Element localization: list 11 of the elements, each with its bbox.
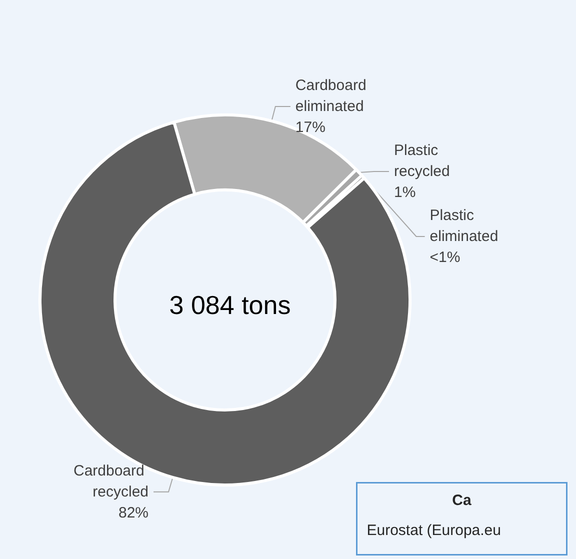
text: Ca bbox=[452, 492, 472, 509]
text: Eurostat (Europa.eu bbox=[366, 522, 501, 539]
slice-label: Plastic eliminated bbox=[430, 206, 498, 245]
slice-label: Cardboard recycled bbox=[73, 462, 149, 500]
text: 3 084 tons bbox=[169, 290, 291, 320]
data-label: <1% bbox=[430, 248, 460, 266]
slice-label: Plastic recycled bbox=[394, 142, 450, 180]
slice-label: Cardboard eliminated bbox=[295, 76, 370, 115]
data-label: 1% bbox=[394, 184, 416, 201]
data-label: 17% bbox=[295, 118, 326, 136]
data-label: 82% bbox=[118, 504, 149, 522]
